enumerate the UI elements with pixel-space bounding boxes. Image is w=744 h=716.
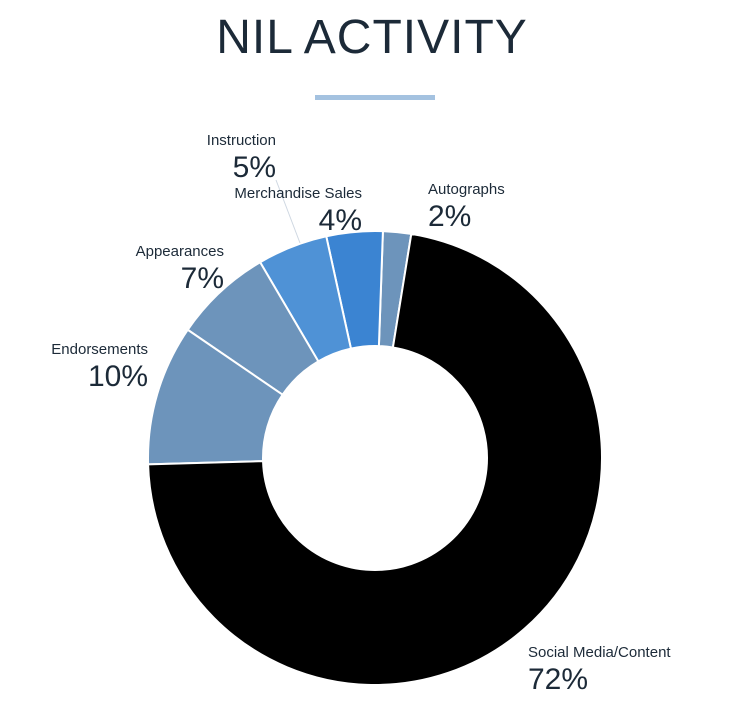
label-instruction: Instruction xyxy=(207,132,276,149)
label-appearances: Appearances xyxy=(136,243,224,260)
value-label-merchandise-sales: 4% xyxy=(319,204,362,237)
label-endorsements: Endorsements xyxy=(51,341,148,358)
label-merchandise-sales: Merchandise Sales xyxy=(234,185,362,202)
slice-labels: Autographs 2% Merchandise Sales 4% Instructi… xyxy=(51,132,671,696)
label-autographs: Autographs xyxy=(428,181,505,198)
slices xyxy=(147,230,603,686)
value-label-autographs: 2% xyxy=(428,200,471,233)
slice-social-media-content xyxy=(147,232,603,686)
leader-lines xyxy=(275,179,301,244)
value-label-social-media-content: 72% xyxy=(528,663,588,696)
value-label-instruction: 5% xyxy=(233,151,276,184)
title-underline xyxy=(315,95,435,100)
value-label-endorsements: 10% xyxy=(88,360,148,393)
label-social-media-content: Social Media/Content xyxy=(528,644,671,661)
value-label-appearances: 7% xyxy=(181,262,224,295)
chart-title: NIL ACTIVITY xyxy=(216,11,528,64)
leader-line-instruction xyxy=(275,179,301,244)
